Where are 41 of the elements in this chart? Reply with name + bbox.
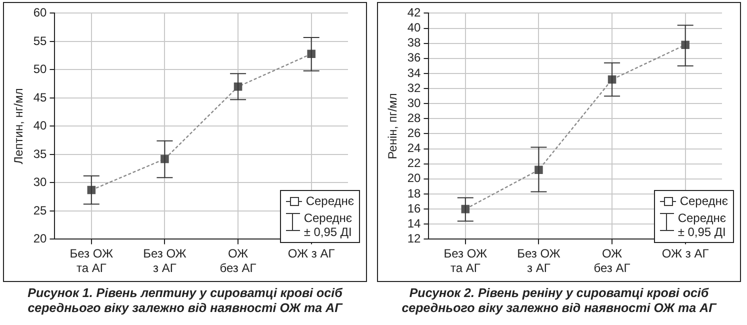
- text: Рисунок 1. Рівень лептину у сироватці крові осіб середнього віку залежно від наявності ОЖ та АГ: [26, 286, 344, 316]
- y-tick-label: 50: [33, 62, 48, 76]
- y-tick-label: 38: [407, 36, 422, 50]
- y-axis-title: Лептин, нг/мл: [12, 88, 26, 164]
- x-tick-label: ОЖ з АГ: [288, 246, 336, 261]
- y-tick-label: 20: [33, 232, 48, 246]
- x-tick-label: ОЖ з АГ: [662, 246, 710, 261]
- text: Рисунок 2. Рівень реніну у сироватці крові осіб середнього віку залежно від наявності ОЖ та АГ: [400, 286, 718, 316]
- y-tick-label: 25: [33, 203, 48, 218]
- x-tick-label: ОЖ без АГ: [594, 246, 631, 276]
- y-tick-label: 18: [407, 186, 422, 200]
- y-tick-label: 20: [407, 171, 422, 186]
- y-tick-label: 30: [33, 175, 48, 190]
- y-tick-label: 12: [407, 232, 422, 246]
- x-tick-label: ОЖ без АГ: [220, 246, 257, 276]
- y-axis-title: Ренін, пг/мл: [386, 93, 400, 160]
- annotation: Середнє ± 0,95 ДІ: [304, 211, 352, 239]
- y-tick-label: 36: [407, 50, 422, 65]
- y-tick-label: 16: [407, 201, 422, 216]
- x-tick-label: Без ОЖ та АГ: [70, 246, 114, 276]
- y-tick-label: 60: [33, 6, 48, 20]
- y-tick-label: 45: [33, 90, 48, 104]
- y-tick-label: 26: [407, 126, 422, 140]
- y-tick-label: 14: [407, 216, 422, 230]
- y-tick-label: 35: [33, 146, 48, 161]
- y-tick-label: 28: [407, 110, 422, 125]
- y-tick-label: 55: [33, 34, 48, 48]
- y-tick-label: 30: [407, 96, 422, 110]
- y-tick-label: 22: [407, 156, 422, 170]
- y-tick-label: 42: [407, 6, 422, 20]
- x-tick-label: Без ОЖ з АГ: [143, 246, 186, 276]
- annotation: Середнє ± 0,95 ДІ: [678, 211, 726, 239]
- x-tick-label: Без ОЖ з АГ: [517, 246, 560, 276]
- y-tick-label: 32: [407, 80, 422, 95]
- y-tick-label: 24: [407, 141, 422, 156]
- x-tick-label: Без ОЖ та АГ: [444, 246, 488, 276]
- y-tick-label: 40: [407, 20, 422, 35]
- y-tick-label: 34: [407, 66, 422, 80]
- text: Середнє: [306, 194, 354, 208]
- y-tick-label: 40: [33, 118, 48, 133]
- text: Середнє: [680, 194, 728, 208]
